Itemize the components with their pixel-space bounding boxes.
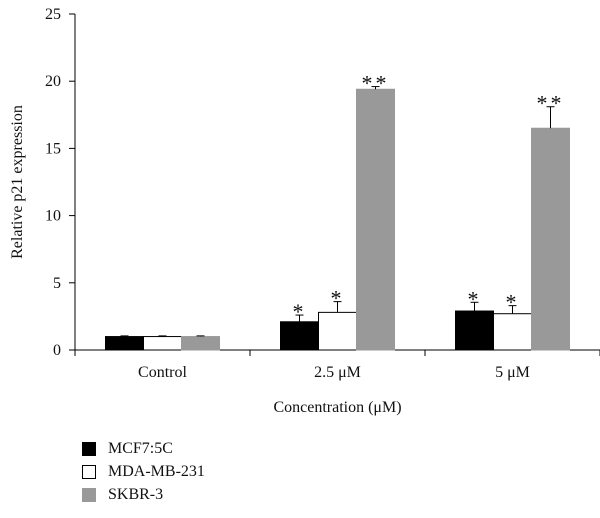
legend-swatch-skbr	[82, 487, 96, 502]
y-tick-label: 25	[45, 6, 61, 23]
significance-marker: **	[362, 71, 390, 96]
legend-swatch-mda	[82, 464, 96, 479]
bar	[356, 88, 395, 351]
y-tick-label: 20	[45, 73, 61, 90]
legend: MCF7:5C MDA-MB-231 SKBR-3	[82, 437, 205, 506]
y-tick-label: 10	[45, 208, 61, 225]
legend-item-skbr: SKBR-3	[82, 483, 205, 506]
bar	[181, 336, 220, 351]
bar	[318, 311, 357, 351]
y-tick-label: 15	[45, 140, 61, 157]
significance-marker: **	[537, 91, 565, 116]
y-tick-label: 0	[53, 342, 61, 359]
x-tick-label: 2.5 μM	[314, 364, 361, 381]
x-axis-label: Concentration (μM)	[273, 399, 401, 416]
bar	[280, 321, 319, 351]
legend-swatch-mcf7	[82, 441, 96, 456]
significance-marker: *	[468, 286, 482, 311]
bar	[493, 313, 532, 351]
y-tick-label: 5	[53, 275, 61, 292]
legend-label-mcf7: MCF7:5C	[108, 439, 173, 457]
significance-marker: *	[506, 290, 520, 315]
x-tick-label: Control	[138, 364, 187, 381]
x-tick-label: 5 μM	[495, 364, 530, 381]
significance-marker: *	[331, 286, 345, 311]
bar	[455, 310, 494, 351]
bar	[531, 127, 570, 351]
significance-marker: *	[293, 299, 307, 324]
legend-item-mda: MDA-MB-231	[82, 460, 205, 483]
legend-item-mcf7: MCF7:5C	[82, 437, 205, 460]
legend-label-mda: MDA-MB-231	[108, 462, 205, 480]
y-axis-label: Relative p21 expression	[9, 105, 26, 259]
bar	[105, 336, 144, 351]
bar	[143, 336, 182, 351]
legend-label-skbr: SKBR-3	[108, 485, 164, 503]
